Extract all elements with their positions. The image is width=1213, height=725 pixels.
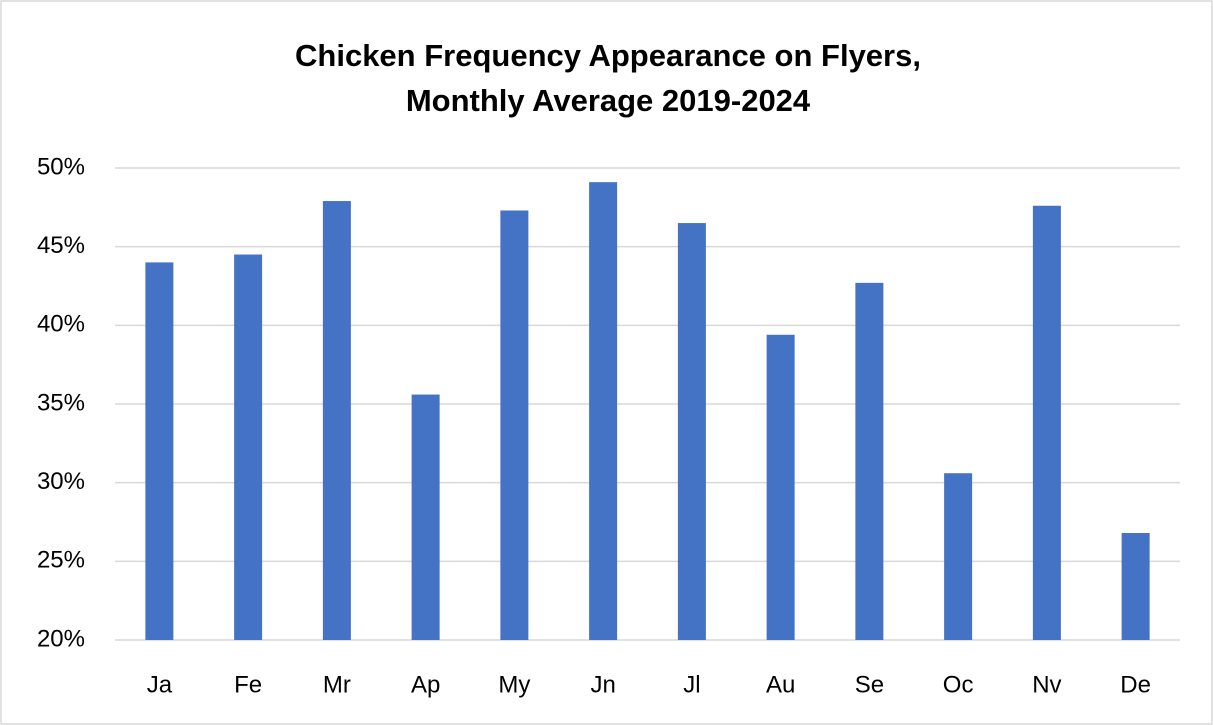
x-tick-label: Mr	[323, 671, 351, 698]
x-tick-label: Jn	[590, 671, 615, 698]
y-tick-label: 25%	[37, 547, 85, 574]
x-tick-label: My	[498, 671, 530, 698]
x-tick-label: Oc	[943, 671, 974, 698]
x-tick-label: Fe	[234, 671, 262, 698]
bar	[766, 334, 795, 640]
x-tick-label: De	[1120, 671, 1151, 698]
bar	[411, 394, 440, 640]
y-tick-label: 20%	[37, 625, 85, 652]
bar	[944, 473, 973, 640]
bar	[234, 254, 263, 641]
y-tick-label: 30%	[37, 468, 85, 495]
bar	[322, 201, 351, 641]
bar	[855, 282, 884, 640]
chart-title: Monthly Average 2019-2024	[406, 83, 811, 118]
y-tick-label: 40%	[37, 311, 85, 338]
x-tick-label: Se	[855, 671, 884, 698]
x-tick-label: Jl	[683, 671, 700, 698]
x-tick-label: Nv	[1032, 671, 1061, 698]
x-tick-label: Au	[766, 671, 795, 698]
bar	[1032, 205, 1061, 640]
x-tick-label: Ja	[147, 671, 173, 698]
bar	[145, 262, 174, 640]
y-tick-label: 45%	[37, 232, 85, 259]
x-tick-label: Ap	[411, 671, 440, 698]
bar	[1121, 533, 1150, 640]
bar	[677, 223, 706, 641]
bar	[500, 210, 529, 641]
bar	[589, 182, 618, 640]
y-tick-label: 35%	[37, 389, 85, 416]
y-tick-label: 50%	[37, 153, 85, 180]
chart-title: Chicken Frequency Appearance on Flyers,	[295, 38, 921, 73]
